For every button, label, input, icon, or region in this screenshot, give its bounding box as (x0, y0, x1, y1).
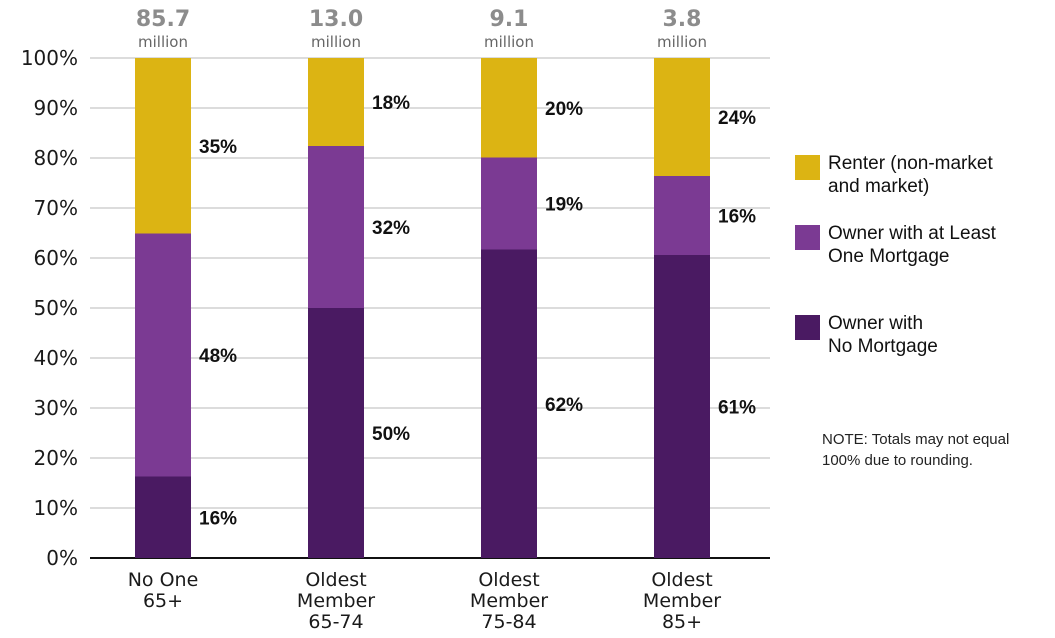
legend-swatch-renter (795, 155, 820, 180)
bar-total-unit: million (657, 33, 707, 51)
data-label: 50% (372, 424, 410, 445)
legend-label-renter: Renter (non-market and market) (828, 152, 1018, 198)
y-tick-label: 40% (34, 346, 78, 370)
y-tick-label: 70% (34, 196, 78, 220)
stacked-bar-chart: 0% 10% 20% 30% 40% 50% 60% 70% 80% 90% 100% No One… (21, 7, 770, 633)
x-category-label: No One (128, 569, 199, 591)
bar-total-unit: million (138, 33, 188, 51)
y-tick-label: 80% (34, 146, 78, 170)
x-category-label: 75-84 (481, 611, 536, 633)
bar-segment (308, 146, 364, 308)
legend-swatch-mortgage (795, 225, 820, 250)
y-tick-label: 100% (21, 46, 78, 70)
data-label: 35% (199, 137, 237, 158)
y-axis-ticks: 0% 10% 20% 30% 40% 50% 60% 70% 80% 90% 100% (21, 46, 78, 570)
bar-total-value: 3.8 (663, 7, 702, 32)
x-category-label: 85+ (662, 611, 702, 633)
legend-label-mortgage-line1: Owner with at Least (828, 223, 996, 244)
legend-item-renter: Renter (non-market and market) (795, 152, 1045, 222)
legend-label-no-mortgage: Owner with No Mortgage (828, 312, 1018, 358)
x-category-label: Oldest (651, 569, 712, 591)
data-label: 20% (545, 99, 583, 120)
bar-totals: 85.7million13.0million9.1million3.8milli… (136, 7, 707, 51)
data-label: 24% (718, 108, 756, 129)
legend-label-renter-line1: Renter (non-market (828, 153, 993, 174)
bar-segment (135, 233, 191, 477)
bar-total-value: 9.1 (490, 7, 529, 32)
legend-label-renter-line2: and market) (828, 176, 930, 197)
y-tick-label: 20% (34, 446, 78, 470)
bar-segment (481, 58, 537, 158)
x-axis-categories: No One65+OldestMember65-74OldestMember75… (128, 569, 722, 633)
data-label: 18% (372, 93, 410, 114)
x-category-label: Member (297, 590, 375, 612)
bar-segment (135, 58, 191, 234)
legend: Renter (non-market and market) Owner wit… (795, 152, 1045, 358)
data-label: 16% (718, 207, 756, 228)
legend-item-no-mortgage: Owner with No Mortgage (795, 312, 1045, 358)
bar-total-value: 13.0 (309, 7, 363, 32)
bar-segment (135, 476, 191, 558)
data-label: 32% (372, 218, 410, 239)
legend-label-no-mortgage-line2: No Mortgage (828, 336, 938, 357)
y-tick-label: 10% (34, 496, 78, 520)
bar-segment (308, 308, 364, 558)
data-label: 62% (545, 395, 583, 416)
legend-item-mortgage: Owner with at Least One Mortgage (795, 222, 1045, 312)
data-label: 61% (718, 398, 756, 419)
y-tick-label: 0% (46, 546, 78, 570)
bar-segment (308, 58, 364, 146)
legend-label-mortgage-line2: One Mortgage (828, 246, 950, 267)
x-category-label: 65-74 (308, 611, 363, 633)
legend-swatch-no-mortgage (795, 315, 820, 340)
x-category-label: Oldest (305, 569, 366, 591)
data-label: 16% (199, 508, 237, 529)
y-tick-label: 60% (34, 246, 78, 270)
bar-total-unit: million (484, 33, 534, 51)
y-tick-label: 50% (34, 296, 78, 320)
note-line1: NOTE: Totals may not equal (822, 431, 1010, 448)
y-tick-label: 30% (34, 396, 78, 420)
data-label: 48% (199, 346, 237, 367)
x-category-label: Member (643, 590, 721, 612)
bar-segment (654, 176, 710, 255)
note-text: NOTE: Totals may not equal 100% due to r… (822, 429, 1052, 471)
x-category-label: Member (470, 590, 548, 612)
bar-segment (654, 58, 710, 176)
bar-segment (481, 249, 537, 558)
bars (135, 58, 710, 558)
data-label: 19% (545, 195, 583, 216)
y-tick-label: 90% (34, 96, 78, 120)
x-category-label: 65+ (143, 590, 183, 612)
bar-total-value: 85.7 (136, 7, 190, 32)
legend-label-mortgage: Owner with at Least One Mortgage (828, 222, 1018, 268)
bar-segment (481, 157, 537, 250)
data-labels: 16% 48% 35% 50% 32% 18% 62% 19% 20% 61% 16% 24% (199, 93, 756, 529)
legend-label-no-mortgage-line1: Owner with (828, 313, 924, 334)
bar-total-unit: million (311, 33, 361, 51)
note-line2: 100% due to rounding. (822, 452, 973, 469)
x-category-label: Oldest (478, 569, 539, 591)
bar-segment (654, 255, 710, 558)
